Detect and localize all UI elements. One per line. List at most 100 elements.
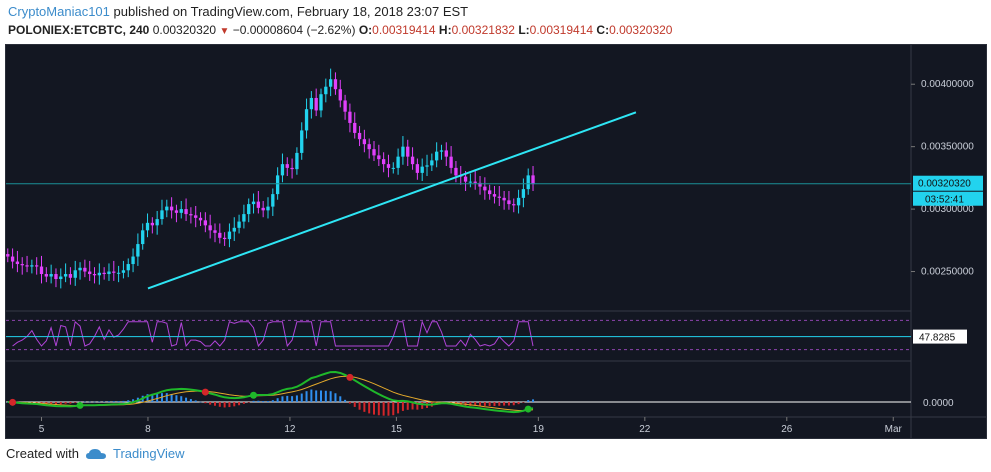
candle-body xyxy=(338,89,342,101)
candle-body xyxy=(478,182,482,187)
candle-body xyxy=(333,79,338,90)
candle-body xyxy=(49,274,53,277)
tradingview-cloud-icon xyxy=(85,448,106,459)
macd-histogram-bar xyxy=(532,399,535,402)
open-label: O: xyxy=(358,23,373,37)
candle-body xyxy=(357,132,362,140)
x-tick-label: 15 xyxy=(391,424,403,435)
macd-histogram-bar xyxy=(83,401,86,403)
macd-histogram-bar xyxy=(358,402,361,410)
macd-histogram-bar xyxy=(6,402,9,403)
macd-histogram-bar xyxy=(189,399,192,402)
rsi-line xyxy=(12,320,534,348)
macd-histogram-bar xyxy=(64,402,67,404)
candle-body xyxy=(44,274,48,277)
x-tick-label: 26 xyxy=(781,424,793,435)
macd-histogram-bar xyxy=(310,389,313,402)
macd-histogram-bar xyxy=(194,400,197,402)
macd-histogram-bar xyxy=(416,402,419,410)
candle-body xyxy=(319,94,323,111)
candle-body xyxy=(454,167,458,176)
publish-line: CryptoManiac101 published on TradingView… xyxy=(8,4,468,19)
candle-body xyxy=(512,204,516,206)
candle-body xyxy=(30,265,34,267)
macd-histogram-bar xyxy=(218,402,221,407)
candle-body xyxy=(324,86,328,95)
candle-body xyxy=(362,139,367,145)
macd-histogram-bar xyxy=(469,402,472,406)
chart-panel[interactable]: 0.00400000 0.00350000 0.00300000 0.00250000… xyxy=(5,44,987,439)
candle-body xyxy=(203,220,208,226)
macd-histogram-bar xyxy=(199,401,202,403)
candle-body xyxy=(222,237,227,240)
trend-line xyxy=(147,111,637,290)
candle-body xyxy=(275,175,280,195)
candle-body xyxy=(367,144,371,150)
macd-histogram-bar xyxy=(213,402,216,406)
chart-svg[interactable]: 0.00400000 0.00350000 0.00300000 0.00250000… xyxy=(6,45,986,438)
candle-body xyxy=(10,256,15,262)
candle-body xyxy=(92,274,97,276)
macd-histogram-bar xyxy=(74,402,77,403)
candle-body xyxy=(391,167,395,169)
candle-body xyxy=(141,230,145,245)
macd-histogram-bar xyxy=(262,401,265,402)
macd-histogram-bar xyxy=(151,393,154,402)
macd-histogram-bar xyxy=(324,390,327,402)
close-value: 0.00320320 xyxy=(609,23,673,37)
candle-body xyxy=(497,196,501,198)
candle-body xyxy=(521,189,526,198)
candle-body xyxy=(251,201,256,205)
candle-body xyxy=(15,261,20,265)
x-tick-label: 5 xyxy=(39,424,45,435)
candle-body xyxy=(256,201,261,208)
macd-histogram-bar xyxy=(98,401,101,403)
y-tick-label: 0.00350000 xyxy=(921,142,974,153)
macd-histogram-bar xyxy=(401,402,404,411)
high-label: H: xyxy=(438,23,452,37)
macd-histogram-bar xyxy=(252,400,255,402)
macd-histogram-bar xyxy=(353,402,356,407)
macd-histogram-bar xyxy=(165,393,168,402)
candle-body xyxy=(295,152,299,170)
macd-histogram-bar xyxy=(209,402,212,405)
macd-histogram-bar xyxy=(59,402,62,405)
macd-histogram-bar xyxy=(204,402,207,404)
macd-histogram-bar xyxy=(93,401,96,403)
macd-histogram-bar xyxy=(377,402,380,416)
candle-body xyxy=(280,164,285,176)
macd-cross-dot xyxy=(250,391,258,399)
x-tick-label: 22 xyxy=(639,424,651,435)
candle-body xyxy=(194,215,198,218)
macd-histogram-bar xyxy=(373,402,376,415)
macd-histogram-bar xyxy=(493,402,496,406)
macd-histogram-bar xyxy=(175,395,178,402)
candle-body xyxy=(145,222,150,231)
candle-body xyxy=(285,164,289,168)
tradingview-brand[interactable]: TradingView xyxy=(112,446,185,461)
macd-histogram-bar xyxy=(271,400,274,402)
author-link[interactable]: CryptoManiac101 xyxy=(8,4,110,19)
change-value: −0.00008604 (−2.62%) xyxy=(232,23,356,37)
candle-body xyxy=(492,194,497,197)
candle-body xyxy=(290,167,294,170)
last-price: 0.00320320 xyxy=(152,23,217,37)
macd-histogram-bar xyxy=(247,402,250,403)
candle-body xyxy=(304,109,309,131)
macd-histogram-bar xyxy=(348,402,351,404)
macd-histogram-bar xyxy=(397,402,400,414)
macd-histogram-bar xyxy=(180,396,183,402)
macd-histogram-bar xyxy=(305,391,308,402)
candle-body xyxy=(314,97,318,111)
candle-body xyxy=(406,146,410,157)
candle-body xyxy=(102,272,106,275)
macd-histogram-bar xyxy=(488,402,491,407)
candle-body xyxy=(97,272,101,276)
candle-body xyxy=(218,232,222,238)
candle-body xyxy=(208,225,212,231)
countdown-badge xyxy=(913,191,983,206)
macd-histogram-bar xyxy=(281,396,284,402)
macd-histogram-bar xyxy=(223,402,226,408)
macd-histogram-bar xyxy=(507,402,510,406)
down-triangle-icon: ▼ xyxy=(219,26,230,37)
